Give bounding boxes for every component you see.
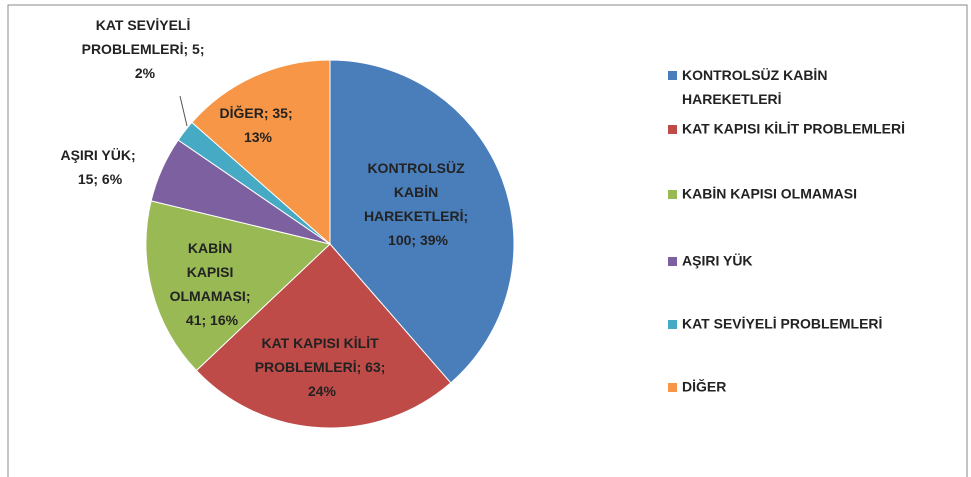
- pie-slice: [329, 59, 515, 384]
- legend-swatch: [668, 383, 677, 392]
- legend-swatch: [668, 320, 677, 329]
- legend-swatch: [668, 125, 677, 134]
- data-label: KABİN KAPISI OLMAMASI; 41; 16%: [170, 240, 255, 328]
- pie-slice: [195, 243, 452, 429]
- legend-label: AŞIRI YÜK: [682, 253, 753, 269]
- legend-swatch: [668, 257, 677, 266]
- legend-label: KONTROLSÜZ KABİN HAREKETLERİ: [682, 67, 831, 107]
- data-label: DİĞER; 35; 13%: [219, 104, 296, 145]
- chart-border: [7, 4, 968, 477]
- data-label: KAT KAPISI KİLİT PROBLEMLERİ; 63; 24%: [255, 335, 390, 399]
- legend-swatch: [668, 190, 677, 199]
- legend-label: KABİN KAPISI OLMAMASI: [682, 186, 857, 202]
- pie-slice: [191, 59, 331, 246]
- pie-slice: [145, 200, 332, 372]
- legend-label: DİĞER: [682, 378, 726, 395]
- legend-label: KAT SEVİYELİ PROBLEMLERİ: [682, 316, 882, 332]
- data-label: KAT SEVİYELİ PROBLEMLERİ; 5; 2%: [82, 17, 209, 81]
- leader-line: [179, 95, 188, 127]
- legend-swatch: [668, 71, 677, 80]
- data-label: AŞIRI YÜK; 15; 6%: [60, 147, 139, 187]
- legend-label: KAT KAPISI KİLİT PROBLEMLERİ: [682, 121, 905, 137]
- data-label: KONTROLSÜZ KABİN HAREKETLERİ; 100; 39%: [364, 160, 472, 248]
